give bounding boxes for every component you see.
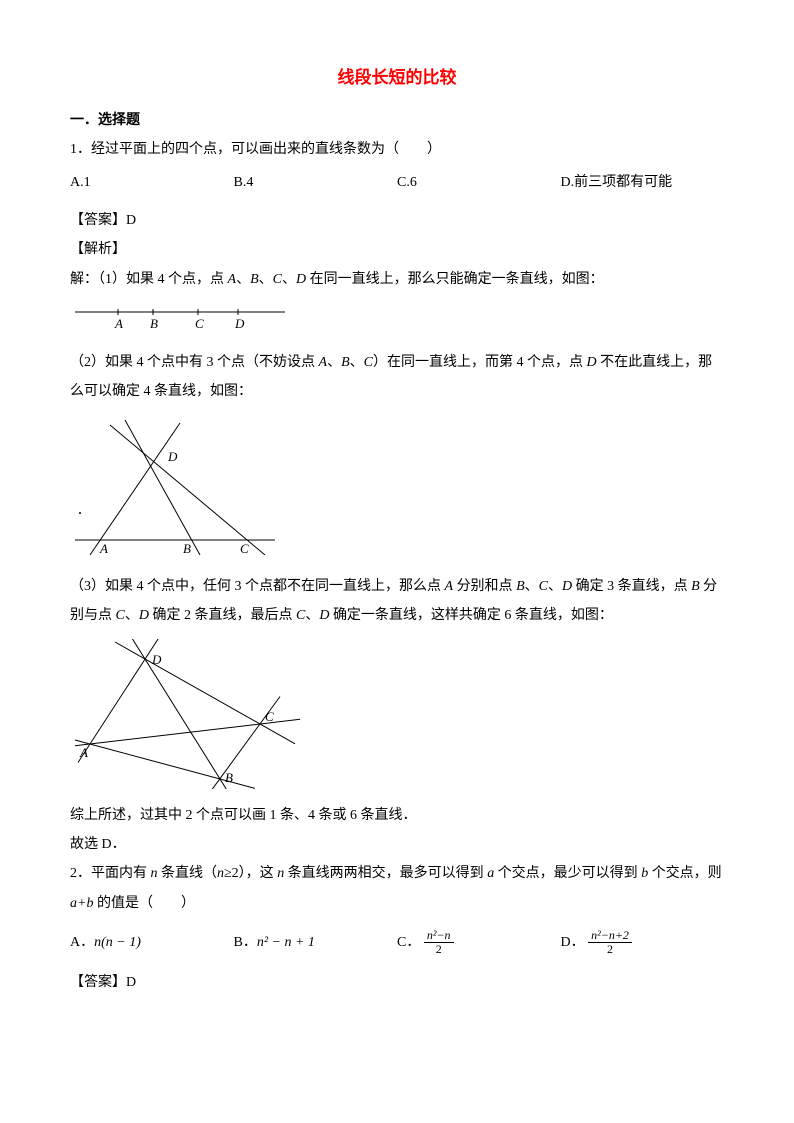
q1-options: A.1 B.4 C.6 D.前三项都有可能	[70, 168, 724, 197]
figure-2: D A B C	[70, 415, 724, 560]
q1-optB: B.4	[234, 168, 398, 197]
q2-optC: C． n²−n2	[397, 928, 561, 957]
svg-text:A: A	[79, 745, 88, 760]
svg-text:C: C	[195, 316, 204, 331]
svg-text:D: D	[234, 316, 245, 331]
q2-stem: 2．平面内有 n 条直线（n≥2），这 n 条直线两两相交，最多可以得到 a 个…	[70, 859, 724, 918]
q2-optA: A．n(n − 1)	[70, 928, 234, 957]
q1-analysis-label: 【解析】	[70, 235, 724, 264]
q1-case2-text: （2）如果 4 个点中有 3 个点（不妨设点 A、B、C）在同一直线上，而第 4…	[70, 348, 724, 407]
q2-optB: B．n² − n + 1	[234, 928, 398, 957]
q1-answer: 【答案】D	[70, 206, 724, 235]
svg-text:C: C	[240, 541, 249, 556]
q1-conclusion: 综上所述，过其中 2 个点可以画 1 条、4 条或 6 条直线．	[70, 801, 724, 830]
q2-optD: D． n²−n+22	[561, 928, 725, 957]
q2-answer: 【答案】D	[70, 968, 724, 997]
svg-text:D: D	[167, 449, 178, 464]
q1-stem: 1．经过平面上的四个点，可以画出来的直线条数为（ ）	[70, 135, 724, 164]
q1-therefore: 故选 D．	[70, 830, 724, 859]
q1-optA: A.1	[70, 168, 234, 197]
svg-text:A: A	[99, 541, 108, 556]
svg-text:A: A	[114, 316, 123, 331]
svg-text:B: B	[225, 770, 233, 785]
svg-text:B: B	[150, 316, 158, 331]
q1-optD: D.前三项都有可能	[561, 168, 725, 197]
q2-options: A．n(n − 1) B．n² − n + 1 C． n²−n2 D． n²−n…	[70, 928, 724, 957]
section-heading: 一．选择题	[70, 106, 724, 135]
svg-text:D: D	[151, 652, 162, 667]
svg-text:C: C	[265, 709, 274, 724]
svg-text:B: B	[183, 541, 191, 556]
q1-optC: C.6	[397, 168, 561, 197]
q1-case1-text: 解：（1）如果 4 个点，点 A、B、C、D 在同一直线上，那么只能确定一条直线…	[70, 265, 724, 294]
q1-case3-text: （3）如果 4 个点中，任何 3 个点都不在同一直线上，那么点 A 分别和点 B…	[70, 572, 724, 631]
figure-3: A B C D	[70, 639, 724, 789]
page-title: 线段长短的比较	[70, 60, 724, 96]
figure-1: A B C D	[70, 302, 724, 336]
